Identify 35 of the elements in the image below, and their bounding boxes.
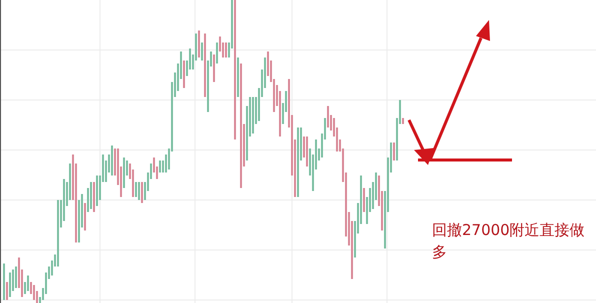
candlestick: [198, 30, 200, 58]
candlestick: [33, 284, 35, 300]
candlestick: [225, 42, 227, 58]
candlestick: [237, 58, 239, 97]
text: 回撤27000附近直接做多: [432, 220, 586, 263]
candlestick: [201, 42, 203, 61]
candlestick: [141, 182, 143, 204]
candlestick: [96, 176, 98, 206]
candlestick: [252, 96, 254, 134]
candlestick: [183, 60, 185, 88]
candlestick: [306, 136, 308, 167]
candlestick: [402, 118, 404, 124]
candlestick: [213, 54, 215, 82]
candlestick: [240, 64, 242, 188]
candlestick: [9, 272, 11, 297]
candlestick: [6, 282, 8, 300]
candlestick: [297, 127, 299, 197]
candlestick: [216, 42, 218, 64]
candlestick: [15, 266, 17, 288]
candlestick: [327, 106, 329, 128]
candlestick: [84, 203, 86, 230]
candlestick: [393, 142, 395, 161]
candlestick: [138, 182, 140, 200]
candlestick: [123, 158, 125, 188]
candlestick: [159, 160, 161, 173]
candlestick: [204, 33, 206, 97]
candlestick: [111, 145, 113, 176]
candlestick: [27, 276, 29, 291]
candlestick: [234, 0, 236, 140]
candlestick: [90, 182, 92, 210]
candlestick: [57, 200, 59, 267]
candlestick: [135, 182, 137, 197]
candlestick: [93, 182, 95, 212]
candlestick: [3, 264, 5, 300]
candlestick: [363, 188, 365, 212]
